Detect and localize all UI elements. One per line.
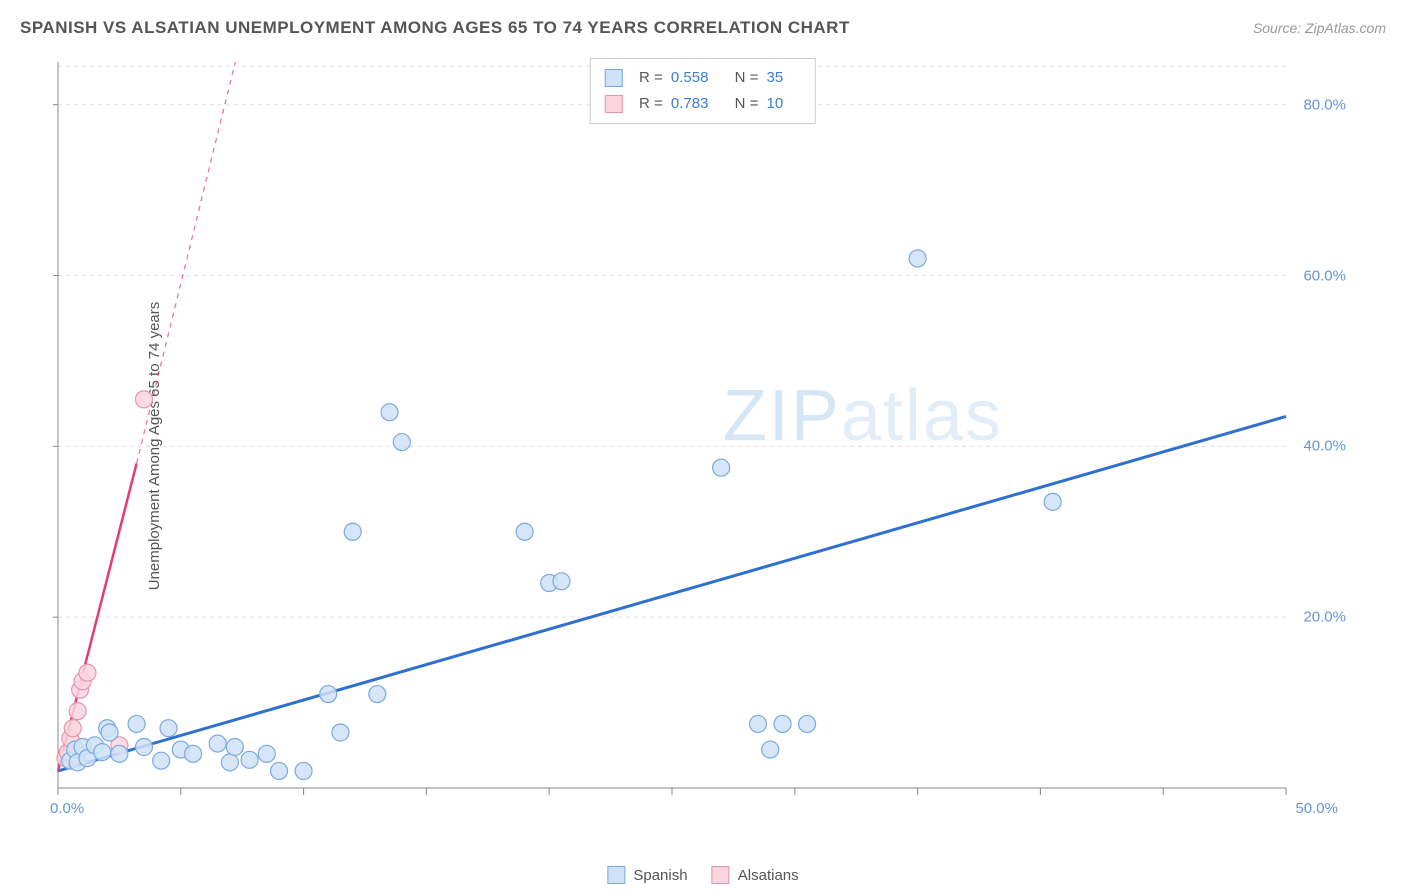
source-label: Source: ZipAtlas.com xyxy=(1253,20,1386,36)
bottom-legend: Spanish Alsatians xyxy=(597,866,808,888)
chart-area: ZIPatlas 20.0%40.0%60.0%80.0% 0.0%50.0% xyxy=(52,56,1342,816)
swatch-icon xyxy=(607,866,625,884)
swatch-icon xyxy=(712,866,730,884)
legend-label: Spanish xyxy=(633,867,687,884)
r-label: R = xyxy=(639,95,663,112)
legend-item: Spanish xyxy=(607,866,687,884)
swatch-icon xyxy=(605,95,623,113)
x-max-label: 50.0% xyxy=(1295,800,1338,817)
r-label: R = xyxy=(639,69,663,86)
n-value: 10 xyxy=(767,95,784,112)
chart-title: SPANISH VS ALSATIAN UNEMPLOYMENT AMONG A… xyxy=(20,18,850,38)
stats-legend-box: R = 0.558 N = 35 R = 0.783 N = 10 xyxy=(590,58,816,124)
y-tick-label: 20.0% xyxy=(1303,609,1346,626)
stats-row: R = 0.783 N = 10 xyxy=(605,91,801,117)
r-value: 0.558 xyxy=(671,69,709,86)
r-value: 0.783 xyxy=(671,95,709,112)
n-value: 35 xyxy=(767,69,784,86)
legend-label: Alsatians xyxy=(738,867,799,884)
scatter-plot xyxy=(52,56,1342,816)
x-min-label: 0.0% xyxy=(50,800,84,817)
y-tick-label: 40.0% xyxy=(1303,438,1346,455)
y-tick-label: 80.0% xyxy=(1303,96,1346,113)
swatch-icon xyxy=(605,69,623,87)
n-label: N = xyxy=(735,95,759,112)
legend-item: Alsatians xyxy=(712,866,799,884)
n-label: N = xyxy=(735,69,759,86)
y-tick-label: 60.0% xyxy=(1303,267,1346,284)
header: SPANISH VS ALSATIAN UNEMPLOYMENT AMONG A… xyxy=(20,18,1386,38)
stats-row: R = 0.558 N = 35 xyxy=(605,65,801,91)
